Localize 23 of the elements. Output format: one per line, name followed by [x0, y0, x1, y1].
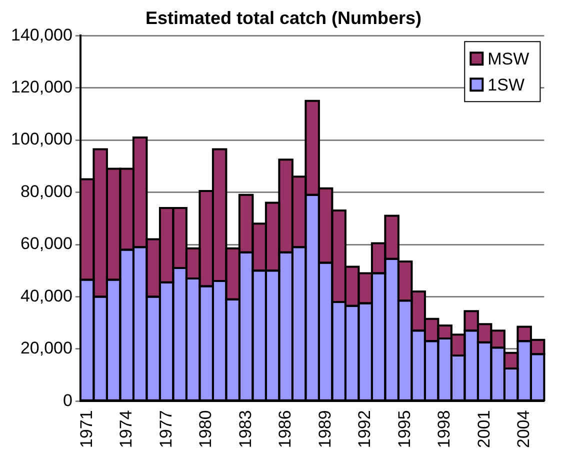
x-tick-label: 1998 [434, 410, 454, 448]
x-tick-label: 1974 [116, 410, 136, 448]
x-tick-label: 1995 [394, 410, 414, 448]
y-tick-label: 100,000 [11, 130, 72, 149]
x-tick-label: 1986 [276, 410, 295, 448]
y-tick-label: 120,000 [11, 78, 72, 97]
x-tick-label: 1992 [355, 410, 374, 448]
y-tick-label: 20,000 [20, 338, 72, 358]
y-tick-label: 40,000 [20, 286, 72, 306]
y-tick-label: 60,000 [20, 234, 72, 254]
chart-title: Estimated total catch (Numbers) [145, 8, 422, 28]
x-tick-label: 2001 [474, 410, 494, 448]
y-tick-label: 140,000 [11, 25, 72, 44]
x-tick-label: 2004 [514, 410, 534, 448]
y-tick-label: 80,000 [20, 182, 72, 201]
x-tick-label: 1977 [156, 410, 176, 448]
x-tick-label: 1989 [315, 410, 334, 448]
x-tick-label: 1971 [76, 410, 96, 448]
x-tick-label: 1983 [236, 410, 255, 448]
legend-label: MSW [488, 49, 530, 68]
x-tick-label: 1980 [196, 410, 216, 448]
legend-label: 1SW [488, 75, 524, 94]
y-tick-label: 0 [62, 390, 72, 410]
